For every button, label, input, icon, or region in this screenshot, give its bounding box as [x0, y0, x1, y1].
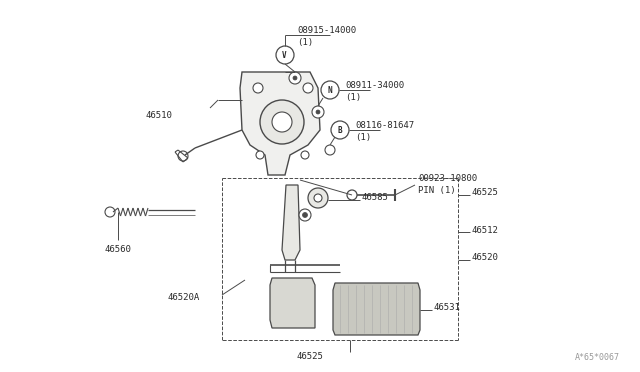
Circle shape [316, 110, 320, 114]
Circle shape [105, 207, 115, 217]
Text: 46510: 46510 [145, 110, 172, 119]
Text: 46512: 46512 [472, 225, 499, 234]
Polygon shape [270, 278, 315, 328]
Text: PIN (1): PIN (1) [418, 186, 456, 195]
Circle shape [289, 72, 301, 84]
Circle shape [312, 106, 324, 118]
Text: (1): (1) [345, 93, 361, 102]
Circle shape [325, 145, 335, 155]
Text: (1): (1) [297, 38, 313, 46]
Circle shape [253, 83, 263, 93]
Text: N: N [328, 86, 332, 94]
Text: 08911-34000: 08911-34000 [345, 80, 404, 90]
Circle shape [301, 151, 309, 159]
Text: B: B [338, 125, 342, 135]
Text: V: V [282, 51, 286, 60]
Polygon shape [240, 72, 320, 175]
Polygon shape [333, 283, 420, 335]
Circle shape [293, 76, 297, 80]
Circle shape [178, 151, 188, 161]
Circle shape [276, 46, 294, 64]
Circle shape [272, 112, 292, 132]
Text: 46525: 46525 [472, 187, 499, 196]
Circle shape [303, 212, 307, 218]
Circle shape [321, 81, 339, 99]
Text: 08116-81647: 08116-81647 [355, 121, 414, 129]
Circle shape [347, 190, 357, 200]
Text: 46531: 46531 [434, 304, 461, 312]
Text: 46560: 46560 [104, 245, 131, 254]
Text: 46520: 46520 [472, 253, 499, 263]
Text: A*65*0067: A*65*0067 [575, 353, 620, 362]
Circle shape [299, 209, 311, 221]
Circle shape [314, 194, 322, 202]
Circle shape [256, 151, 264, 159]
Text: 00923-10800: 00923-10800 [418, 173, 477, 183]
Text: 08915-14000: 08915-14000 [297, 26, 356, 35]
Circle shape [308, 188, 328, 208]
Text: 46525: 46525 [296, 352, 323, 361]
Text: 46585: 46585 [362, 192, 389, 202]
Text: 46520A: 46520A [168, 294, 200, 302]
Circle shape [303, 83, 313, 93]
Circle shape [331, 121, 349, 139]
Text: (1): (1) [355, 132, 371, 141]
Circle shape [260, 100, 304, 144]
Polygon shape [282, 185, 300, 260]
